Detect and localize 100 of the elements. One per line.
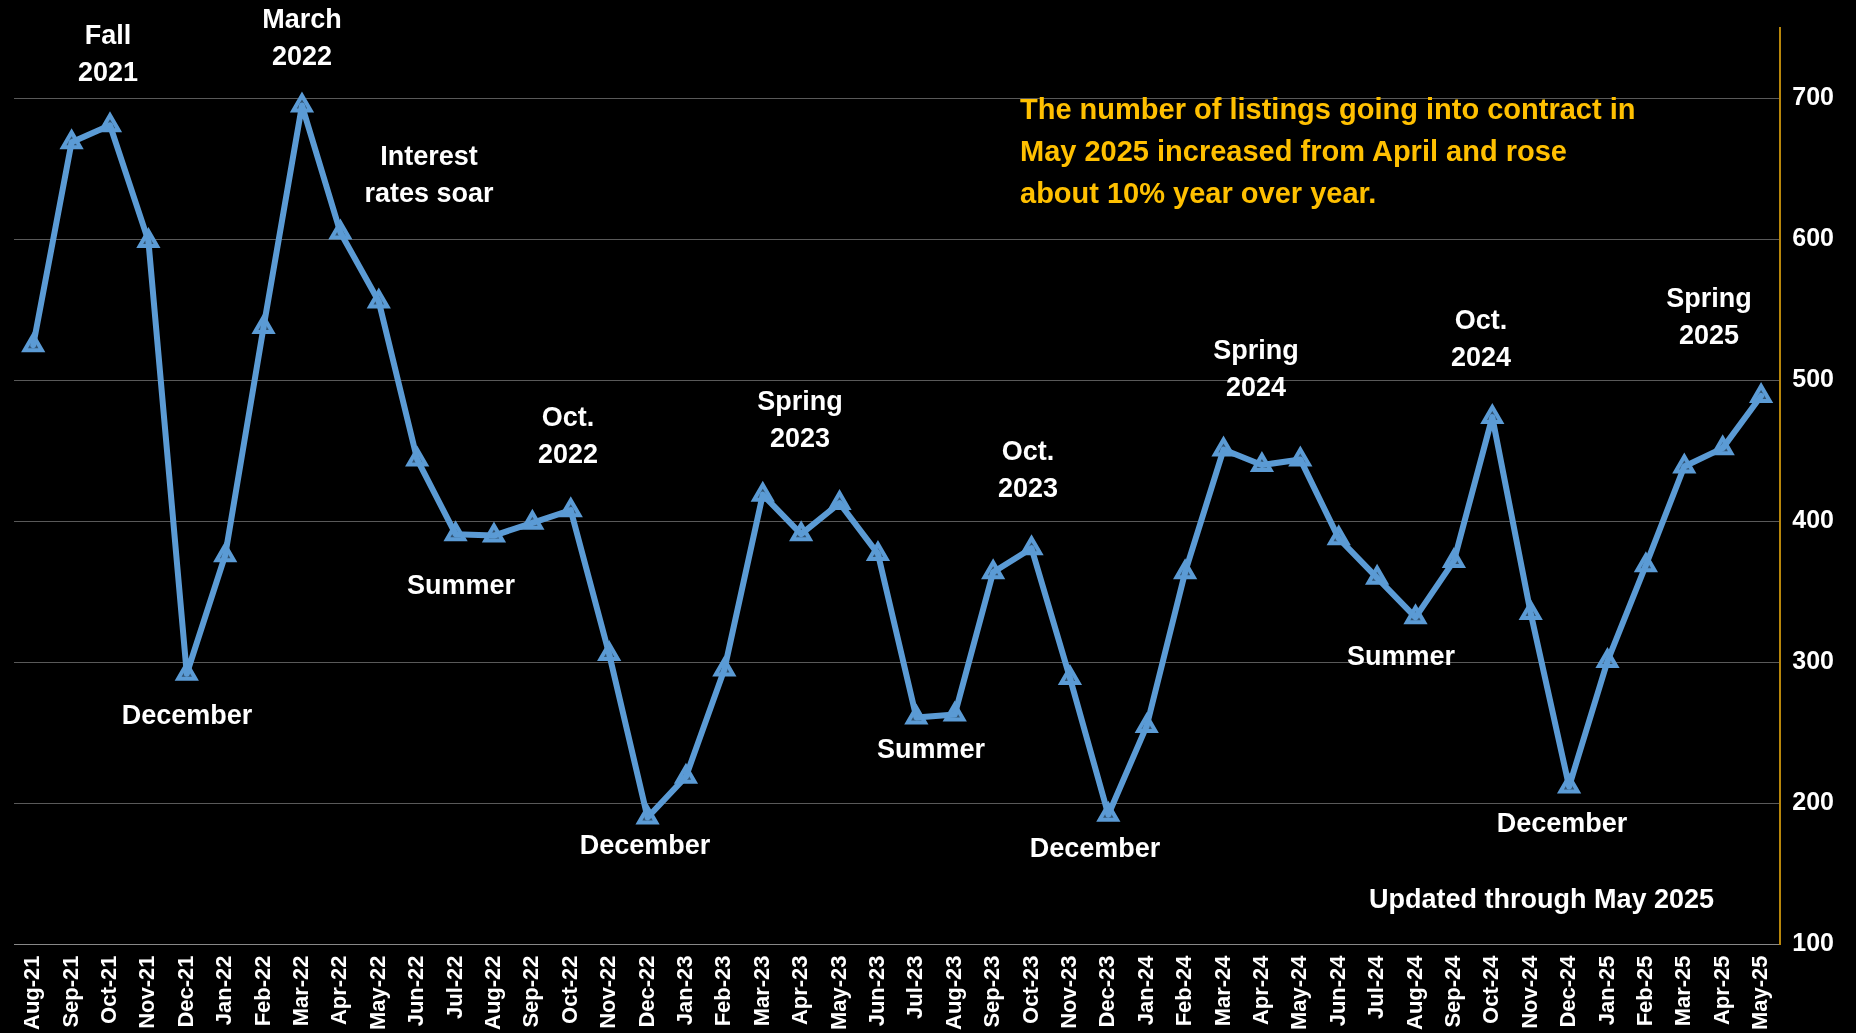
x-tick-label: Jun-22 [403,955,429,1027]
x-tick-label: Oct-24 [1478,954,1504,1024]
annotation: December [121,698,253,732]
point [560,498,582,518]
point [406,447,428,467]
point [982,560,1004,580]
annotation: Oct. 2023 [997,435,1059,505]
point [137,228,160,248]
annotation: December [579,828,711,862]
point [1404,605,1427,625]
x-tick-label: Feb-25 [1631,955,1657,1027]
y-tick-label: 200 [1792,787,1835,816]
x-tick-label: Aug-23 [940,955,966,1030]
annotation: Oct. 2024 [1450,304,1512,374]
x-tick-label: Nov-24 [1516,954,1542,1029]
point [252,314,275,334]
annotation: The number of listings going into contract in May 2025 increased from April and rose about 10% year over year. [1020,92,1637,211]
annotation: December [1029,831,1161,865]
point [790,522,812,542]
point [444,522,467,542]
point [1251,453,1273,473]
point [1673,454,1695,474]
x-tick-label: May-23 [825,955,851,1030]
x-tick-label: Mar-22 [288,955,314,1027]
point [1443,548,1465,568]
point [1712,436,1734,456]
y-tick-label: 500 [1792,364,1835,393]
point [1136,713,1158,733]
point [598,641,620,661]
point [290,91,314,113]
annotation: Fall 2021 [77,19,139,89]
point [1635,553,1657,573]
x-tick-label: Sep-22 [518,955,544,1028]
y-tick-label: 100 [1792,928,1835,957]
x-tick-label: May-22 [364,955,390,1030]
x-tick-label: Feb-24 [1171,954,1197,1027]
point [1596,649,1619,669]
x-tick-label: Oct-23 [1017,955,1043,1024]
x-tick-label: Feb-22 [249,955,275,1027]
x-tick-label: Sep-24 [1439,954,1465,1028]
x-tick-label: Jan-22 [211,955,237,1026]
x-tick-label: Mar-24 [1209,954,1235,1027]
point [1211,435,1235,457]
point [99,113,121,133]
x-tick-label: Dec-23 [1094,955,1120,1028]
point [1558,774,1580,794]
x-tick-label: Dec-21 [172,955,198,1028]
x-tick-label: May-25 [1747,955,1773,1030]
x-tick-label: Jul-24 [1363,954,1389,1019]
x-tick-label: Apr-22 [326,955,352,1026]
x-tick-label: Jun-24 [1324,954,1350,1027]
x-tick-label: Mar-25 [1670,955,1696,1027]
annotation: December [1496,806,1628,840]
point [1750,383,1772,403]
annotation: Updated through May 2025 [1367,884,1714,915]
point [1481,405,1503,425]
x-tick-label: Nov-23 [1056,955,1081,1029]
point [905,705,927,725]
y-tick-label: 700 [1792,82,1835,111]
annotation: Summer [406,568,516,602]
x-tick-label: Jul-22 [441,955,467,1019]
annotation: Spring 2024 [1213,334,1299,404]
x-tick-label: Mar-23 [748,955,774,1027]
x-tick-label: Apr-23 [787,955,813,1026]
x-tick-label: May-24 [1286,954,1312,1030]
annotation: March 2022 [262,3,342,73]
point [828,491,851,511]
x-tick-label: Jan-23 [672,955,698,1026]
x-tick-label: Feb-23 [710,955,736,1027]
annotation: Summer [1346,639,1456,673]
point [1520,601,1542,621]
point [214,543,236,563]
annotation: Spring 2023 [757,385,843,455]
x-tick-label: Jul-23 [902,955,928,1019]
point [482,521,506,543]
annotation: Summer [876,732,986,766]
x-tick-label: Oct-21 [96,955,122,1024]
annotation: Interest rates soar [364,140,494,210]
annotation: Oct. 2022 [537,401,599,471]
x-tick-label: Sep-23 [979,955,1005,1028]
point [22,333,44,353]
y-tick-label: 300 [1792,646,1835,675]
point [329,220,352,240]
x-tick-label: Oct-22 [556,955,582,1024]
x-tick-label: Sep-21 [57,955,83,1028]
x-tick-label: Nov-21 [134,955,160,1029]
point [1174,560,1196,580]
point [674,762,698,784]
x-tick-label: Dec-24 [1555,954,1581,1028]
x-tick-label: Jan-25 [1593,955,1619,1026]
x-tick-label: Jan-24 [1132,954,1158,1026]
point [713,657,736,677]
point [60,130,83,150]
point [1289,447,1311,467]
point [1020,536,1043,556]
x-tick-label: Apr-25 [1708,955,1734,1026]
x-tick-label: Aug-21 [19,955,45,1030]
x-tick-label: Dec-22 [633,955,659,1028]
point [867,541,889,561]
x-tick-label: Aug-24 [1401,954,1427,1030]
